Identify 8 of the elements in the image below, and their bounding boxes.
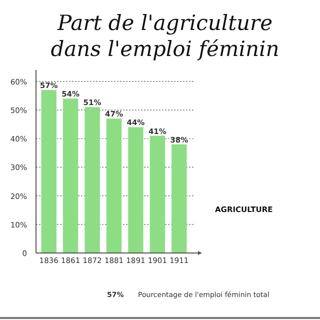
bar [150, 136, 166, 253]
bar [172, 144, 187, 253]
bar [41, 90, 56, 253]
chart-title: Part de l'agriculture dans l'emploi féminin [50, 11, 280, 61]
bar [128, 127, 144, 253]
bar [84, 107, 100, 253]
bar [62, 98, 78, 253]
bar [106, 118, 122, 253]
